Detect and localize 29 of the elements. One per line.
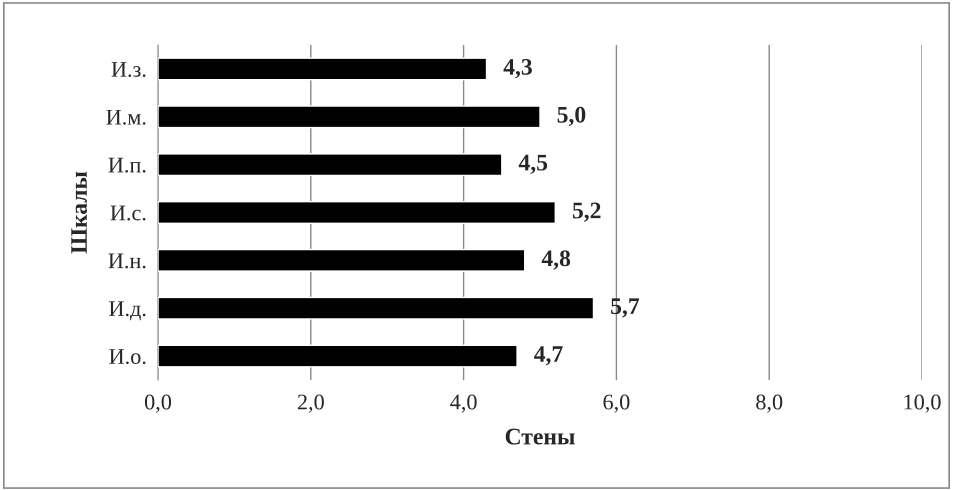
y-tick-label: И.с. [110,206,146,221]
y-tick-label: И.п. [108,158,146,173]
bar [158,344,518,368]
bar [158,153,502,176]
y-tick-label: И.д. [109,301,146,320]
data-label: 4,8 [542,250,570,270]
x-tick-label: 6,0 [603,394,630,413]
data-label: 4,3 [504,58,532,78]
x-tick-label: 2,0 [298,394,324,413]
y-tick-label: И.н. [108,254,146,268]
data-label: 4,5 [518,154,548,174]
bar [158,57,488,80]
data-label: 5,0 [558,106,586,126]
x-tick-label: 8,0 [756,394,782,413]
y-axis-title: Шкалы [71,172,87,254]
bar [158,105,541,128]
data-label: 5,7 [611,298,640,318]
data-label: 4,7 [534,346,563,366]
bar [158,296,594,320]
data-label: 5,2 [572,202,600,222]
x-axis-title: Стены [506,428,575,445]
y-tick-label: И.м. [106,110,146,125]
bar [158,248,526,272]
bar [158,201,556,224]
x-tick-label: 10,0 [904,394,941,413]
x-tick-label: 0,0 [144,394,172,413]
y-tick-label: И.о. [109,349,146,364]
y-tick-label: И.з. [112,62,146,77]
x-tick-label: 4,0 [450,394,477,413]
